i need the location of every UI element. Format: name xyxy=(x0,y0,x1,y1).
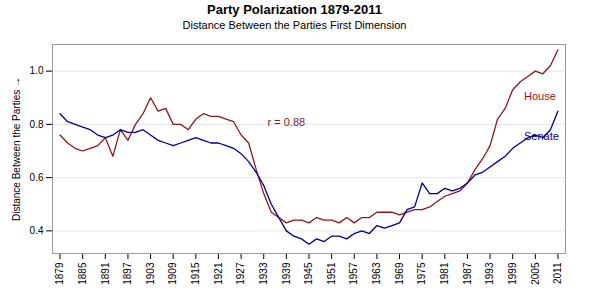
svg-text:1909: 1909 xyxy=(167,262,178,285)
svg-text:1957: 1957 xyxy=(348,262,359,285)
svg-text:1927: 1927 xyxy=(235,262,246,285)
svg-text:1981: 1981 xyxy=(439,262,450,285)
svg-text:1879: 1879 xyxy=(54,262,65,285)
svg-text:0.6: 0.6 xyxy=(30,172,44,183)
svg-text:r = 0.88: r = 0.88 xyxy=(268,116,306,128)
svg-text:1993: 1993 xyxy=(484,262,495,285)
html-text:Distance Between the Parties F: Distance Between the Parties First Dimen… xyxy=(182,19,407,31)
svg-text:1915: 1915 xyxy=(190,262,201,285)
svg-text:1951: 1951 xyxy=(326,262,337,285)
svg-text:0.8: 0.8 xyxy=(30,119,44,130)
svg-text:1963: 1963 xyxy=(371,262,382,285)
svg-text:1903: 1903 xyxy=(145,262,156,285)
html-text:Party Polarization 1879-2011: Party Polarization 1879-2011 xyxy=(207,2,382,17)
svg-text:1933: 1933 xyxy=(258,262,269,285)
svg-text:1987: 1987 xyxy=(462,262,473,285)
svg-text:2005: 2005 xyxy=(530,262,541,285)
svg-text:1897: 1897 xyxy=(122,262,133,285)
svg-text:1891: 1891 xyxy=(100,262,111,285)
svg-text:1999: 1999 xyxy=(507,262,518,285)
svg-text:1921: 1921 xyxy=(213,262,224,285)
svg-text:1885: 1885 xyxy=(77,262,88,285)
svg-text:2011: 2011 xyxy=(552,262,563,284)
svg-text:1969: 1969 xyxy=(394,262,405,285)
svg-text:Senate: Senate xyxy=(524,130,559,142)
svg-text:0.4: 0.4 xyxy=(30,225,44,236)
svg-text:House: House xyxy=(524,90,556,102)
svg-text:1945: 1945 xyxy=(303,262,314,285)
svg-text:1975: 1975 xyxy=(416,262,427,285)
svg-text:Distance Between the Parties →: Distance Between the Parties → xyxy=(11,77,22,221)
svg-text:1939: 1939 xyxy=(281,262,292,285)
svg-text:1.0: 1.0 xyxy=(30,65,44,76)
